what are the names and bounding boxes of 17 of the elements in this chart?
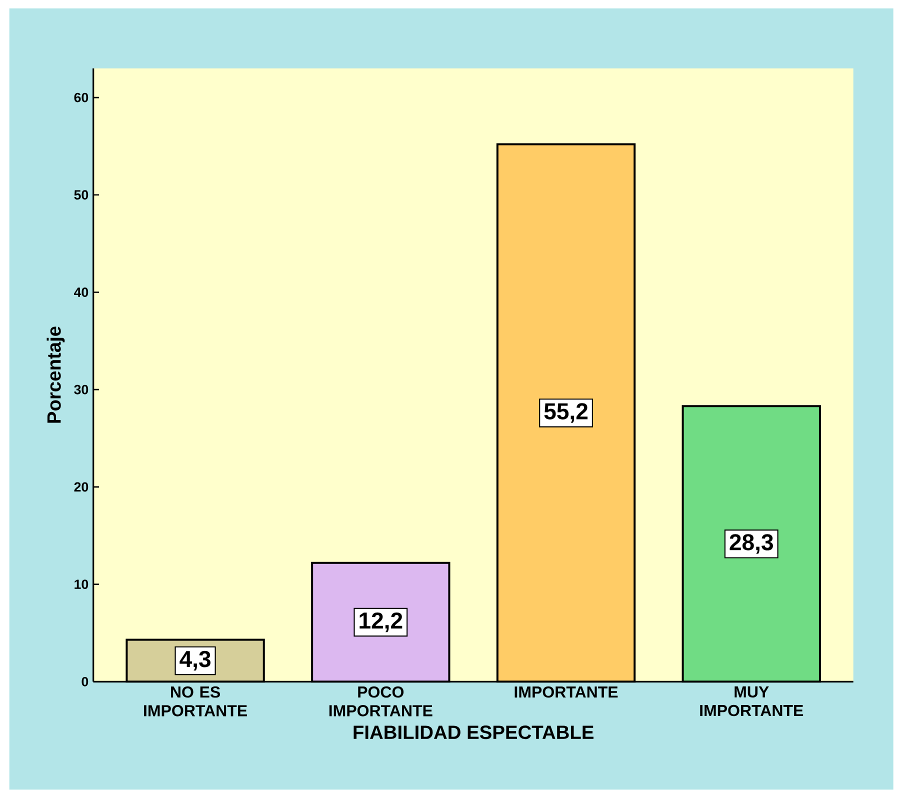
x-tick-label: POCO IMPORTANTE [329,686,432,716]
x-axis-title: FIABILIDAD ESPECTABLE [354,726,594,740]
y-axis-title: Porcentaje [46,326,65,423]
data-label: 4,3 [180,650,210,671]
data-label: 55,2 [544,403,588,423]
y-tick-label: 30 [74,384,88,394]
x-tick-label: NO ES IMPORTANTE [144,686,247,716]
y-tick-label: 40 [74,288,88,297]
y-tick-label: 60 [74,92,88,102]
y-tick-label: 0 [82,676,88,686]
y-tick-label: 50 [74,190,88,200]
y-tick-label: 10 [74,580,88,590]
data-label: 28,3 [730,534,773,554]
x-tick-label: MUY IMPORTANTE [700,686,804,716]
data-label: 12,2 [360,612,402,632]
y-tick-label: 20 [74,482,88,492]
x-tick-label: IMPORTANTE [514,686,618,698]
